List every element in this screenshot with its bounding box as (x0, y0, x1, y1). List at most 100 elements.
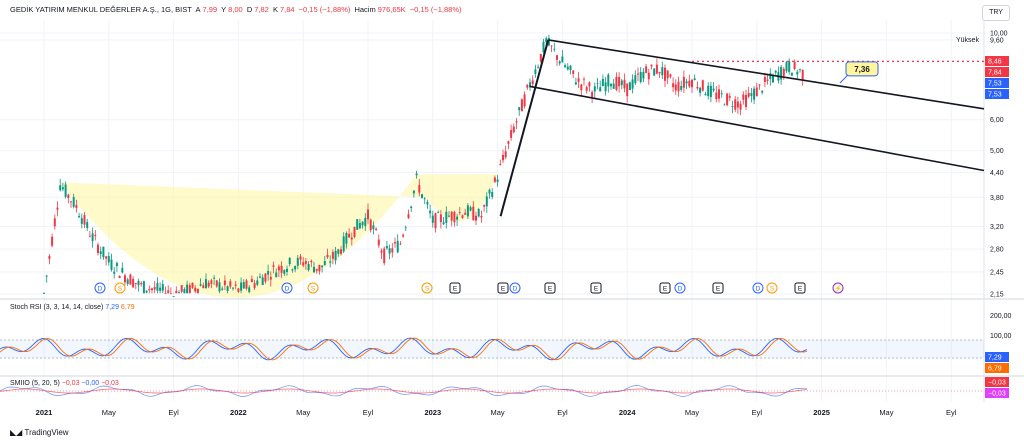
candle-body (450, 211, 453, 221)
event-badge-text: E (798, 286, 803, 293)
candle-body (59, 185, 62, 191)
candle-body (437, 212, 440, 214)
candle-body (796, 71, 799, 75)
candle-body (753, 88, 756, 100)
candle-body (801, 69, 804, 80)
candle-body (642, 71, 645, 79)
brand-logo[interactable]: ◣◢ TradingView (10, 428, 69, 437)
candle-body (113, 271, 116, 274)
candle-body (523, 94, 526, 107)
candle-body (105, 256, 108, 259)
candle-body (439, 214, 442, 223)
candle-body (615, 76, 618, 90)
candle-body (475, 215, 477, 221)
candle-body (294, 266, 297, 270)
candle-body (385, 246, 388, 249)
candle-body (464, 212, 467, 215)
candle-body (631, 79, 634, 89)
candle-body (442, 222, 445, 225)
event-badge-text: E (663, 286, 668, 293)
earnings-badge (712, 282, 724, 294)
currency-badge[interactable]: TRY (982, 5, 1010, 21)
candle-body (350, 237, 353, 240)
price-callout-box (845, 61, 879, 77)
candle-body (67, 194, 70, 199)
candle-body (661, 67, 664, 76)
candle-body (604, 82, 607, 92)
candle-body (493, 177, 496, 182)
candle-body (269, 276, 272, 280)
candle-body (666, 70, 669, 79)
earnings-badge (590, 282, 602, 294)
candle-body (610, 83, 612, 87)
event-badge-text: ⚡ (834, 285, 842, 293)
candle-body (356, 219, 359, 230)
stoch-axis-label: 100,00 (990, 333, 1012, 340)
event-badge-text: D (513, 286, 518, 293)
candle-body (267, 271, 270, 275)
candle-body (124, 275, 126, 283)
candle-body (418, 185, 421, 193)
candle-body (407, 214, 410, 218)
candle-body (510, 130, 513, 138)
candle-body (91, 233, 94, 241)
smiio-tag-text: −0,03 (988, 391, 1006, 398)
candle-body (583, 79, 585, 81)
candle-body (283, 270, 286, 274)
candle-body (601, 78, 604, 86)
candle-body (261, 277, 264, 286)
candle-body (639, 71, 642, 83)
volume-change: −0,15 (−1,88%) (409, 5, 462, 14)
candle-body (448, 215, 450, 217)
x-tick-label: May (685, 408, 699, 417)
candle-body (456, 216, 459, 220)
y-tick-label: 2,15 (990, 292, 1004, 299)
candle-body (526, 84, 529, 88)
candle-body (588, 82, 591, 87)
candle-body (423, 198, 426, 200)
candle-body (226, 286, 229, 292)
candle-body (680, 85, 683, 90)
event-badge-text: D (678, 286, 683, 293)
candle-body (504, 151, 507, 158)
symbol-title[interactable]: GEDİK YATIRIM MENKUL DEĞERLER A.Ş., 1G, … (10, 5, 192, 14)
candle-body (302, 262, 305, 266)
candle-body (207, 282, 210, 287)
candle-body (685, 81, 688, 84)
event-badge-text: E (594, 286, 599, 293)
candle-body (488, 189, 491, 194)
candle-body (115, 262, 118, 267)
candle-body (394, 242, 396, 244)
candle-body (469, 207, 472, 211)
event-badge-text: E (716, 286, 721, 293)
candle-body (723, 104, 726, 106)
open-value: 7,99 (202, 5, 218, 14)
candle-body (64, 184, 67, 197)
price-tag-text: 7,53 (988, 92, 1002, 99)
candle-body (291, 269, 294, 271)
candle-body (736, 101, 739, 108)
dividend-badge (509, 282, 521, 294)
low-value: 7,82 (254, 5, 269, 14)
event-badge-text: E (548, 286, 553, 293)
candle-body (726, 93, 729, 106)
smiio-tag (985, 377, 1009, 387)
candle-body (645, 66, 648, 73)
candle-body (188, 285, 191, 294)
x-tick-label: 2025 (813, 408, 830, 417)
candle-body (561, 56, 564, 63)
candle-body (693, 78, 696, 81)
candle-body (674, 84, 677, 91)
event-badge-text: E (453, 286, 458, 293)
candle-body (199, 284, 202, 286)
x-tick-label: 2021 (36, 408, 53, 417)
candle-body (318, 264, 321, 272)
x-tick-label: May (102, 408, 116, 417)
candle-body (682, 76, 685, 88)
candle-body (369, 219, 372, 231)
candle-body (491, 191, 494, 198)
candle-body (599, 87, 602, 92)
candle-body (542, 41, 545, 53)
candle-body (215, 280, 218, 287)
